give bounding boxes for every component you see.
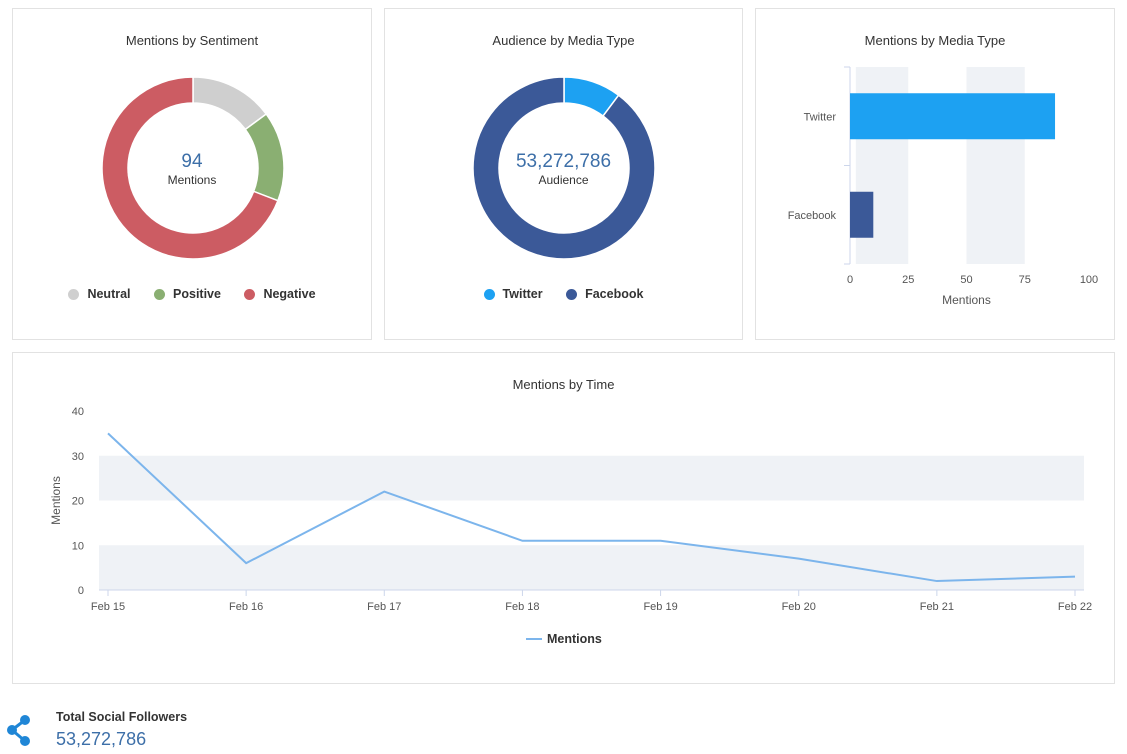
timeline-panel: Mentions by Time 0 10 20 30 40 Feb 15 Feb 16 Fe… [12, 352, 1115, 684]
sentiment-legend: Neutral Positive Negative [13, 287, 371, 303]
media-bar-chart: Twitter Facebook 0 25 50 75 100 Mentions [788, 66, 1098, 307]
sentiment-panel: Mentions by Sentiment 94 Mentions Neutra… [12, 8, 372, 340]
line-plot-band [99, 455, 1084, 501]
legend-label-twitter: Twitter [502, 287, 543, 301]
timeline-line-chart: 0 10 20 30 40 Feb 15 Feb 16 Feb 17 Feb 18 Feb 19 F… [49, 406, 1092, 646]
legend-item-negative[interactable]: Negative [244, 287, 316, 301]
total-followers-value: 53,272,786 [56, 729, 147, 749]
audience-panel: Audience by Media Type 53,272,786 Audien… [384, 8, 743, 340]
legend-dot-neutral [68, 288, 80, 300]
audience-legend: Twitter Facebook [385, 287, 742, 303]
audience-center-value: 53,272,786 [515, 151, 612, 172]
line-x-tick-label: Feb 20 [782, 601, 816, 613]
line-y-tick-label: 20 [72, 496, 84, 508]
line-y-tick-label: 0 [78, 585, 84, 597]
legend-item-twitter[interactable]: Twitter [483, 287, 543, 301]
bar-x-tick-label: 75 [1019, 274, 1031, 286]
line-y-axis-title: Mentions [49, 476, 63, 525]
legend-dot-twitter [483, 288, 495, 300]
sentiment-center-value: 94 [181, 151, 203, 172]
legend-label-facebook: Facebook [585, 287, 644, 301]
bar-x-axis-title: Mentions [942, 293, 991, 307]
legend-item-facebook[interactable]: Facebook [566, 287, 643, 301]
sentiment-center-label: Mentions [167, 173, 217, 187]
legend-label-positive: Positive [173, 287, 221, 301]
audience-title: Audience by Media Type [492, 33, 635, 48]
audience-donut [472, 76, 656, 260]
sentiment-title: Mentions by Sentiment [125, 33, 259, 48]
bar-x-tick-label: 25 [902, 274, 914, 286]
line-plot-band [99, 545, 1084, 590]
line-y-tick-label: 10 [72, 540, 84, 552]
line-x-tick-label: Feb 21 [920, 601, 954, 613]
bar-x-tick-label: 0 [847, 274, 853, 286]
share-icon [7, 715, 30, 746]
line-x-tick-label: Feb 19 [643, 601, 677, 613]
media-panel: Mentions by Media Type Twitter Facebook 0 2… [755, 8, 1115, 340]
legend-dot-negative [244, 288, 256, 300]
bar-category-label: Twitter [804, 111, 837, 123]
bar-x-tick-label: 100 [1080, 274, 1098, 286]
media-title: Mentions by Media Type [864, 33, 1006, 48]
line-x-tick-label: Feb 16 [229, 601, 263, 613]
bar-category-label: Facebook [788, 210, 837, 222]
sentiment-donut [101, 76, 285, 260]
legend-item-neutral[interactable]: Neutral [68, 287, 131, 301]
line-y-tick-label: 30 [72, 451, 84, 463]
audience-center-label: Audience [538, 173, 589, 187]
bar-x-tick-label: 50 [960, 274, 972, 286]
slice-facebook[interactable] [472, 76, 656, 260]
bar-twitter[interactable] [850, 93, 1056, 140]
legend-label-neutral: Neutral [87, 287, 131, 301]
line-y-tick-label: 40 [72, 406, 84, 418]
line-x-tick-label: Feb 18 [505, 601, 539, 613]
line-x-tick-label: Feb 15 [91, 601, 125, 613]
slice-negative[interactable] [101, 76, 279, 260]
legend-label-negative: Negative [263, 287, 316, 301]
line-x-tick-label: Feb 17 [367, 601, 401, 613]
line-legend-label[interactable]: Mentions [547, 632, 602, 646]
legend-dot-positive [154, 288, 166, 300]
bar-facebook[interactable] [850, 191, 874, 238]
line-x-tick-label: Feb 22 [1058, 601, 1092, 613]
timeline-title: Mentions by Time [512, 377, 615, 392]
total-followers-label: Total Social Followers [56, 710, 188, 724]
line-series-mentions[interactable] [107, 432, 1076, 583]
legend-dot-facebook [566, 288, 578, 300]
legend-item-positive[interactable]: Positive [154, 287, 221, 301]
